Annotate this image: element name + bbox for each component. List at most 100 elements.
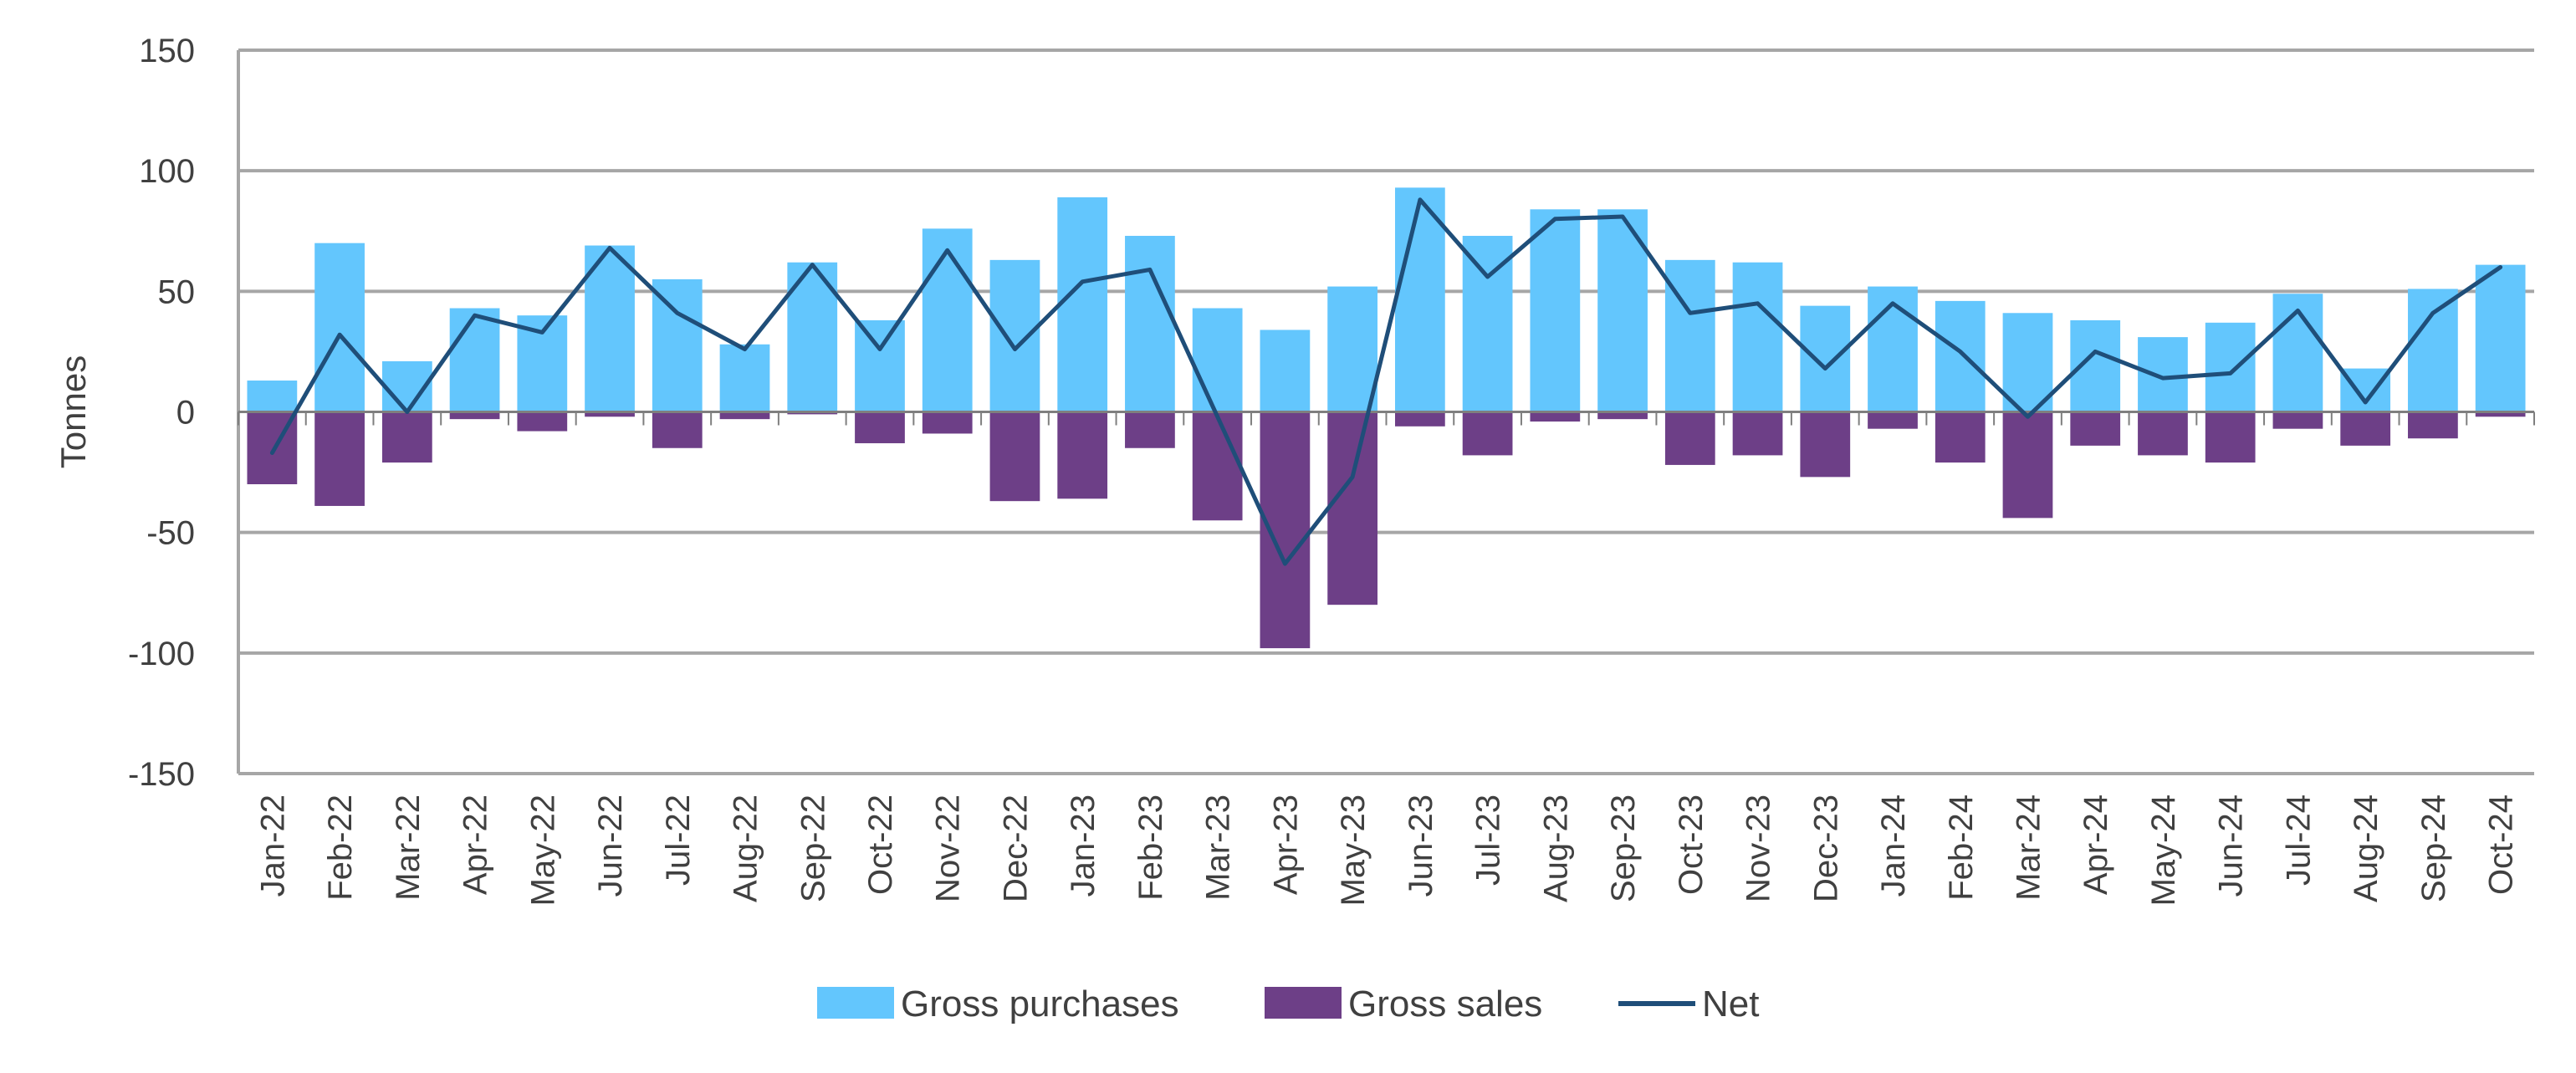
gross-purchases-bar — [2340, 368, 2391, 412]
legend-item: Gross sales — [1265, 984, 1542, 1024]
x-tick-label: Feb-23 — [1132, 795, 1169, 901]
x-tick-label: Apr-22 — [457, 795, 494, 895]
x-tick-label: May-24 — [2145, 795, 2182, 906]
axes — [237, 50, 2535, 774]
x-tick-label: Sep-24 — [2415, 795, 2452, 902]
gross-sales-bar — [2408, 411, 2458, 439]
y-tick-label: -150 — [128, 756, 195, 793]
gross-purchases-bar — [1935, 300, 1986, 412]
x-tick-label: Sep-23 — [1605, 795, 1642, 902]
gross-sales-bar — [2205, 411, 2256, 463]
x-tick-label: Jan-23 — [1065, 795, 1101, 897]
x-tick-label: Mar-22 — [390, 795, 427, 901]
x-tick-label: Dec-23 — [1807, 795, 1844, 902]
x-tick-label: Nov-22 — [930, 795, 967, 902]
gross-purchases-bar — [2205, 322, 2256, 412]
x-tick-label: Aug-24 — [2348, 795, 2384, 902]
gross-purchases-bar — [1260, 330, 1311, 412]
x-tick-label: Mar-23 — [1200, 795, 1237, 901]
gross-sales-bar — [2340, 411, 2391, 446]
gross-sales-bar — [1462, 411, 1513, 456]
legend-swatch — [1265, 987, 1342, 1019]
gross-sales-bar — [1192, 411, 1243, 521]
y-tick-label: 0 — [176, 395, 195, 432]
gross-sales-bar — [719, 411, 770, 420]
net-line-layer — [269, 197, 2503, 566]
x-tick-label: Jul-24 — [2280, 795, 2317, 886]
gross-sales-bar — [1868, 411, 1918, 429]
gross-sales-bar — [1935, 411, 1986, 463]
gross-sales-bar — [381, 411, 432, 463]
gross-sales-bar — [314, 411, 365, 506]
x-tick-label: Jun-22 — [592, 795, 629, 897]
gross-purchases-bar — [585, 245, 635, 412]
gross-sales-bar — [1597, 411, 1648, 420]
gross-sales-bar — [1394, 411, 1445, 427]
x-tick-label: Feb-22 — [322, 795, 359, 901]
gross-purchases-bar — [719, 344, 770, 412]
y-tick-label: -100 — [128, 636, 195, 672]
gross-purchases-bar — [1394, 187, 1445, 412]
gross-sales-bar — [449, 411, 500, 420]
gross-sales-bar — [652, 411, 703, 448]
gross-purchases-bar — [652, 278, 703, 412]
x-tick-label: Apr-24 — [2078, 795, 2114, 895]
net-line — [269, 197, 2503, 566]
gross-purchases-bar — [2408, 289, 2458, 412]
gross-purchases-bar — [1192, 308, 1243, 412]
legend-label: Net — [1702, 984, 1759, 1024]
x-tick-label: Jun-23 — [1403, 795, 1439, 897]
gross-sales-bar — [2138, 411, 2188, 456]
gross-purchases-bar — [1664, 259, 1715, 412]
gross-sales-bar — [1327, 411, 1378, 605]
legend-label: Gross sales — [1348, 984, 1542, 1024]
x-tick-label: Oct-23 — [1673, 795, 1710, 895]
y-tick-label: -50 — [146, 515, 195, 552]
y-tick-label: 150 — [139, 33, 195, 69]
legend-swatch — [817, 987, 894, 1019]
gross-purchases-bar — [2138, 337, 2188, 412]
x-tick-label: May-22 — [524, 795, 561, 906]
gross-purchases-bar — [1125, 236, 1175, 412]
x-tick-label: Dec-22 — [997, 795, 1034, 902]
gross-purchases-bar — [2475, 264, 2526, 412]
x-tick-label: Apr-23 — [1267, 795, 1304, 895]
gross-sales-bar — [1125, 411, 1175, 448]
x-tick-label: Aug-22 — [728, 795, 764, 902]
gross-sales-bar — [517, 411, 568, 432]
x-tick-label: Jul-22 — [660, 795, 697, 886]
gross-purchases-bar — [1327, 286, 1378, 412]
legend: Gross purchases Gross sales Net — [817, 984, 1759, 1024]
x-tick-label: Aug-23 — [1537, 795, 1574, 902]
legend-label: Gross purchases — [901, 984, 1179, 1024]
y-axis-title: Tonnes — [54, 355, 93, 468]
gross-purchases-bar — [922, 228, 973, 412]
legend-item: Net — [1618, 984, 1759, 1024]
gross-purchases-bar — [1530, 209, 1581, 412]
gross-purchases-bar — [1800, 305, 1851, 412]
y-tick-label: 50 — [158, 273, 196, 310]
x-tick-label: Sep-22 — [795, 795, 831, 902]
x-tick-label: Mar-24 — [2010, 795, 2047, 901]
gross-sales-bar — [2272, 411, 2323, 429]
x-tick-label: Nov-23 — [1740, 795, 1777, 902]
gross-sales-bar — [1057, 411, 1108, 499]
x-tick-label: Jan-24 — [1875, 795, 1912, 897]
x-tick-label: Jan-22 — [254, 795, 291, 897]
gross-purchases-bar — [1868, 286, 1918, 412]
gross-purchases-bar — [314, 243, 365, 412]
gross-purchases-bar — [247, 381, 298, 412]
gross-sales-bar — [2475, 411, 2526, 417]
gross-sales-bar — [1732, 411, 1783, 456]
gross-sales-bar — [922, 411, 973, 434]
tick-labels: 150 100 50 0 -50 -100 -150 Jan-22 Feb-22 Mar-22 Ap… — [128, 33, 2520, 906]
x-tick-label: Oct-24 — [2483, 795, 2520, 895]
gross-purchases-bar — [449, 308, 500, 412]
gross-sales-bar — [2002, 411, 2053, 519]
y-tick-label: 100 — [139, 153, 195, 190]
legend-item: Gross purchases — [817, 984, 1179, 1024]
x-tick-label: Jun-24 — [2213, 795, 2250, 897]
x-tick-label: Feb-24 — [1943, 795, 1980, 901]
